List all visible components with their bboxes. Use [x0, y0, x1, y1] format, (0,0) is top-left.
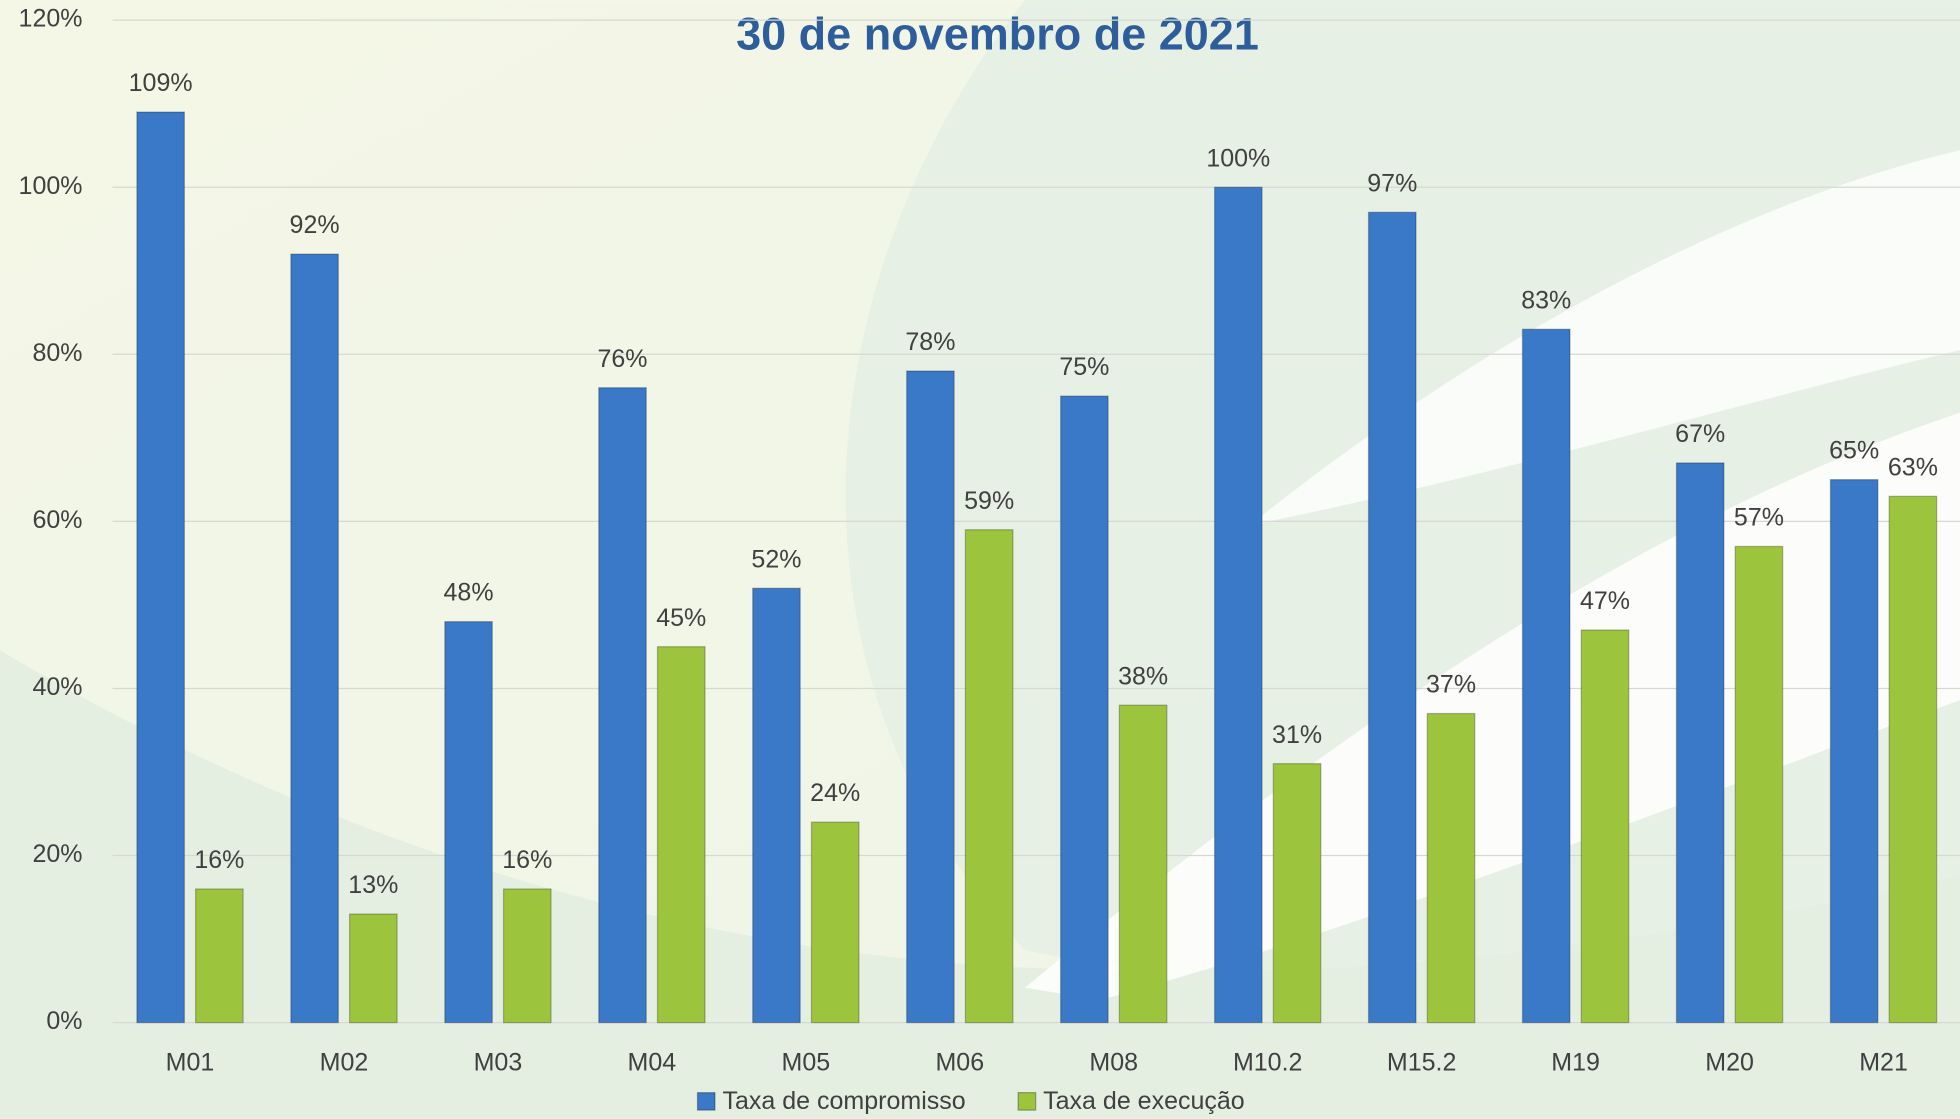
- bar: [1889, 496, 1937, 1022]
- value-label: 100%: [1206, 144, 1270, 172]
- x-tick-label: M08: [1089, 1048, 1138, 1076]
- bar: [658, 647, 706, 1023]
- bar: [1676, 463, 1724, 1023]
- bar: [1581, 630, 1629, 1023]
- value-label: 16%: [194, 846, 244, 874]
- value-label: 13%: [348, 871, 398, 899]
- bar: [445, 622, 493, 1023]
- value-label: 76%: [597, 345, 647, 373]
- value-label: 59%: [964, 487, 1014, 515]
- value-label: 48%: [444, 579, 494, 607]
- x-tick-label: M10.2: [1233, 1048, 1302, 1076]
- bar: [753, 588, 801, 1022]
- value-label: 109%: [129, 69, 193, 97]
- y-tick-label: 80%: [32, 339, 82, 367]
- value-label: 78%: [905, 328, 955, 356]
- bar: [1119, 705, 1167, 1022]
- y-tick-label: 120%: [19, 5, 83, 33]
- x-tick-label: M04: [628, 1048, 677, 1076]
- chart: 30 de novembro de 2021 0% 20% 40% 60% 80% 100…: [0, 0, 1960, 1119]
- value-label: 38%: [1118, 662, 1168, 690]
- value-label: 24%: [810, 779, 860, 807]
- y-tick-label: 100%: [19, 172, 83, 200]
- legend-swatch: [698, 1093, 716, 1111]
- value-label: 47%: [1580, 587, 1630, 615]
- y-tick-label: 20%: [32, 840, 82, 868]
- bar: [965, 530, 1013, 1023]
- legend-label: Taxa de compromisso: [723, 1087, 966, 1115]
- x-tick-label: M01: [166, 1048, 215, 1076]
- legend-label: Taxa de execução: [1043, 1087, 1245, 1115]
- bar: [350, 914, 398, 1023]
- x-tick-label: M05: [782, 1048, 831, 1076]
- bar: [504, 889, 552, 1023]
- bar: [1215, 187, 1263, 1022]
- x-tick-label: M21: [1859, 1048, 1908, 1076]
- bar: [291, 254, 339, 1023]
- x-tick-label: M06: [935, 1048, 984, 1076]
- value-label: 92%: [290, 211, 340, 239]
- value-label: 83%: [1521, 286, 1571, 314]
- value-label: 31%: [1272, 721, 1322, 749]
- y-tick-label: 0%: [46, 1007, 82, 1035]
- value-label: 16%: [502, 846, 552, 874]
- x-tick-label: M15.2: [1387, 1048, 1456, 1076]
- x-tick-label: M03: [474, 1048, 523, 1076]
- bar: [599, 388, 647, 1023]
- bar: [811, 822, 859, 1023]
- x-tick-label: M20: [1705, 1048, 1754, 1076]
- x-tick-label: M19: [1551, 1048, 1600, 1076]
- bar: [1523, 329, 1571, 1022]
- value-label: 63%: [1888, 453, 1938, 481]
- page: {"chart_data": {"type": "bar", "title": …: [0, 0, 1960, 1119]
- value-label: 65%: [1829, 437, 1879, 465]
- bar: [1273, 764, 1321, 1023]
- chart-title: 30 de novembro de 2021: [736, 9, 1259, 60]
- x-tick-label: M02: [320, 1048, 369, 1076]
- value-label: 45%: [656, 604, 706, 632]
- bar: [1830, 480, 1878, 1023]
- bar: [196, 889, 244, 1023]
- legend-swatch: [1018, 1093, 1036, 1111]
- bar: [1427, 714, 1475, 1023]
- y-tick-label: 60%: [32, 506, 82, 534]
- value-label: 67%: [1675, 420, 1725, 448]
- bar: [1735, 546, 1783, 1022]
- y-tick-label: 40%: [32, 673, 82, 701]
- value-label: 57%: [1734, 504, 1784, 532]
- value-label: 37%: [1426, 671, 1476, 699]
- value-label: 52%: [751, 545, 801, 573]
- bar: [1061, 396, 1109, 1023]
- bar: [137, 112, 185, 1023]
- value-label: 97%: [1367, 169, 1417, 197]
- value-label: 75%: [1059, 353, 1109, 381]
- bar: [907, 371, 955, 1023]
- bar: [1369, 212, 1417, 1022]
